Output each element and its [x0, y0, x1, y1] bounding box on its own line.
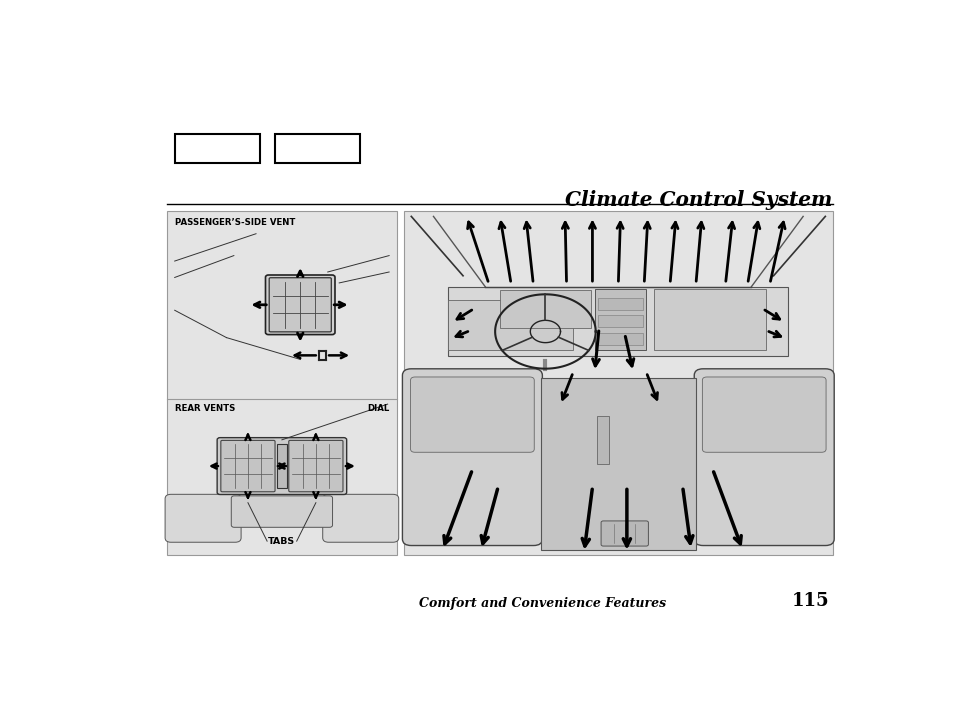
Bar — [540, 378, 695, 550]
Bar — [448, 300, 572, 350]
Bar — [448, 287, 787, 356]
Bar — [403, 211, 832, 555]
Bar — [174, 134, 259, 163]
FancyBboxPatch shape — [165, 494, 241, 542]
FancyBboxPatch shape — [269, 278, 331, 332]
Text: TABS: TABS — [268, 537, 295, 545]
Bar — [597, 415, 608, 464]
FancyBboxPatch shape — [410, 377, 534, 452]
Bar — [499, 290, 590, 328]
Text: Comfort and Convenience Features: Comfort and Convenience Features — [418, 597, 665, 610]
Text: Climate Control System: Climate Control System — [565, 190, 832, 210]
Bar — [598, 332, 642, 344]
Bar — [598, 315, 642, 327]
Text: PASSENGER’S-SIDE VENT: PASSENGER’S-SIDE VENT — [174, 218, 294, 227]
FancyBboxPatch shape — [217, 437, 346, 494]
FancyBboxPatch shape — [600, 521, 648, 546]
FancyBboxPatch shape — [322, 494, 398, 542]
Bar — [598, 298, 642, 310]
FancyBboxPatch shape — [231, 496, 333, 528]
FancyBboxPatch shape — [694, 368, 833, 545]
FancyBboxPatch shape — [289, 440, 343, 492]
Bar — [167, 211, 396, 555]
FancyBboxPatch shape — [220, 440, 274, 492]
FancyBboxPatch shape — [701, 377, 825, 452]
FancyBboxPatch shape — [265, 275, 335, 334]
Bar — [274, 134, 359, 163]
Text: REAR VENTS: REAR VENTS — [174, 404, 234, 413]
Text: 115: 115 — [791, 592, 828, 610]
Bar — [276, 444, 287, 488]
Bar — [653, 290, 765, 350]
Text: DIAL: DIAL — [367, 404, 389, 413]
FancyBboxPatch shape — [402, 368, 542, 545]
Bar — [594, 290, 645, 350]
